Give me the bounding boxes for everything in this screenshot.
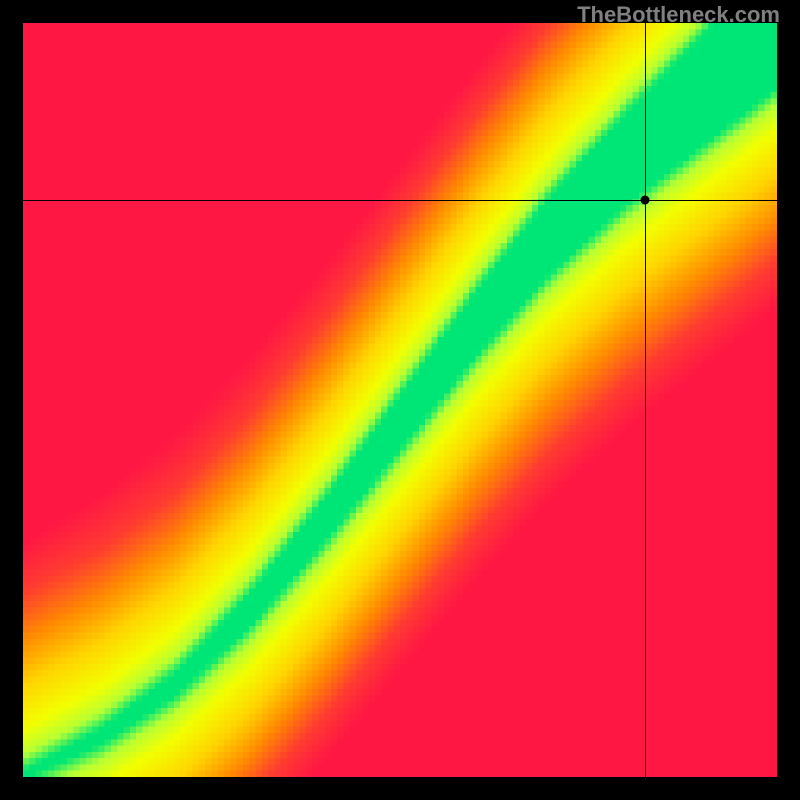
bottleneck-heatmap bbox=[23, 23, 777, 777]
crosshair-vertical bbox=[645, 0, 646, 800]
watermark-text: TheBottleneck.com bbox=[577, 2, 780, 28]
crosshair-horizontal bbox=[0, 200, 800, 201]
chart-container: TheBottleneck.com bbox=[0, 0, 800, 800]
selection-marker bbox=[641, 196, 650, 205]
